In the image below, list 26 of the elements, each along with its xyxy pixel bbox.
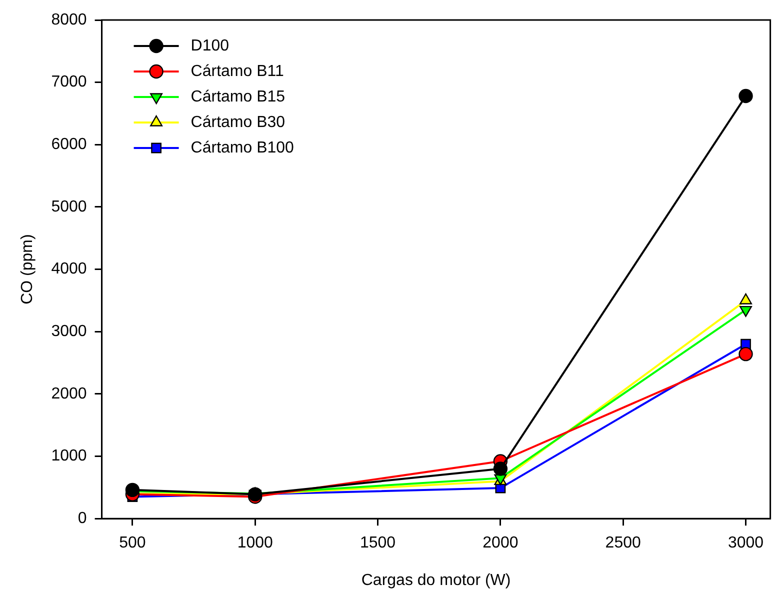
x-tick-label: 2500 xyxy=(605,534,642,552)
point xyxy=(738,88,753,104)
y-tick-label: 1000 xyxy=(51,448,87,465)
y-tick-label: 7000 xyxy=(51,74,87,91)
x-tick-label: 3000 xyxy=(728,534,764,552)
legend-label: Cártamo B30 xyxy=(190,114,286,131)
point xyxy=(738,346,753,362)
x-tick-label: 500 xyxy=(119,534,146,552)
y-tick-label: 0 xyxy=(78,510,87,528)
y-tick-label: 2000 xyxy=(51,385,87,402)
y-tick-label: 4000 xyxy=(51,260,87,278)
y-axis-title: CO (ppm) xyxy=(19,234,36,304)
x-tick-label: 1500 xyxy=(360,534,396,552)
y-tick-label: 8000 xyxy=(51,11,87,28)
x-tick-label: 2000 xyxy=(482,534,518,552)
x-axis-title: Cargas do motor (W) xyxy=(361,572,511,589)
y-tick-label: 6000 xyxy=(51,136,87,154)
point xyxy=(493,462,508,476)
legend-label: Cártamo B100 xyxy=(190,139,294,156)
y-tick-label: 3000 xyxy=(51,323,87,340)
x-tick-label: 1000 xyxy=(237,534,274,552)
legend-label: Cártamo B15 xyxy=(190,88,286,106)
point xyxy=(125,482,140,498)
y-tick-label: 5000 xyxy=(51,198,87,216)
legend-label: D100 xyxy=(190,37,230,54)
legend-label: Cártamo B11 xyxy=(190,62,284,80)
